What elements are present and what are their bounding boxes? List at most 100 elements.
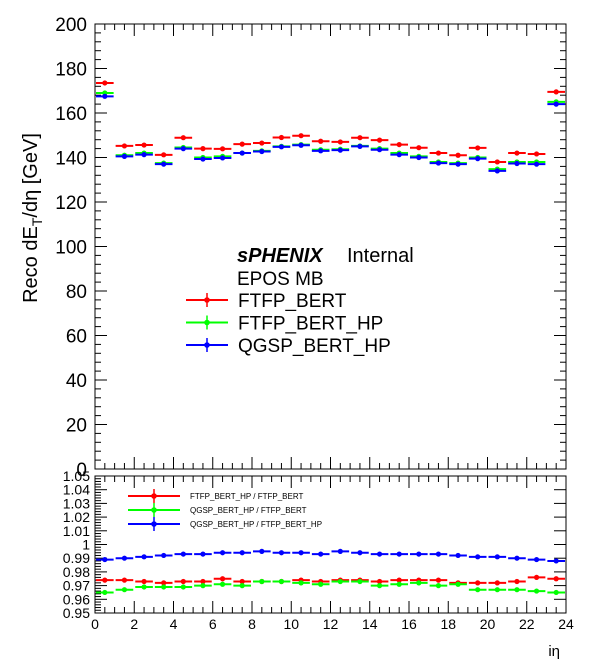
data-point	[298, 580, 304, 586]
data-point	[494, 580, 500, 586]
data-point	[357, 143, 363, 149]
data-point	[161, 152, 167, 158]
data-point	[298, 133, 304, 139]
data-point	[475, 580, 481, 586]
data-point	[337, 139, 343, 145]
y-tick-label: 0.98	[63, 564, 90, 580]
x-tick-label: 14	[362, 616, 378, 632]
data-point	[376, 147, 383, 153]
data-point	[396, 581, 402, 587]
data-point	[494, 168, 500, 174]
y-tick-label: 1.03	[63, 495, 90, 511]
data-point	[357, 578, 363, 585]
data-point	[200, 578, 206, 585]
legend-brand: sPHENIX	[237, 245, 324, 267]
data-point	[180, 146, 186, 152]
ratio-plot-panel: 0.950.960.970.980.9911.011.021.031.041.0…	[63, 468, 574, 660]
x-tick-label: 8	[248, 616, 256, 632]
data-point	[475, 554, 481, 560]
data-point	[455, 152, 461, 158]
main-plot-panel: 0 20 40 60 80 100 120 140 160 180 200 Reco dET/dη …	[20, 15, 567, 481]
data-point	[102, 556, 108, 563]
data-point	[278, 144, 285, 150]
data-point	[318, 581, 324, 587]
series-ftfp-bert	[96, 80, 565, 165]
data-point	[141, 142, 147, 148]
legend-entry: FTFP_BERT_HP	[186, 313, 383, 334]
ratio-legend: FTFP_BERT_HP / FTFP_BERT QGSP_BERT_HP / F…	[128, 489, 322, 531]
data-point	[475, 156, 481, 162]
data-point	[553, 89, 559, 95]
y-tick-label: 40	[66, 371, 87, 392]
legend-label: QGSP_BERT_HP / FTFP_BERT	[190, 506, 307, 515]
legend-marker-dot	[151, 493, 157, 499]
legend-label: QGSP_BERT_HP	[238, 336, 391, 357]
data-point	[376, 583, 383, 589]
data-point	[533, 588, 540, 594]
data-point	[514, 150, 520, 156]
data-point	[102, 577, 108, 583]
data-point	[416, 580, 422, 586]
series-qgsp-bert-hp-ftfp-bert-hp	[96, 548, 565, 564]
data-point	[121, 587, 128, 593]
data-point	[553, 101, 559, 107]
legend-label: FTFP_BERT_HP / FTFP_BERT	[190, 492, 303, 501]
data-point	[180, 584, 186, 590]
data-point	[435, 160, 442, 166]
y-tick-label: 200	[55, 15, 87, 36]
data-point	[200, 156, 206, 162]
data-point	[553, 576, 559, 582]
y-tick-label: 100	[55, 238, 87, 259]
data-point	[318, 148, 324, 154]
data-point	[219, 146, 226, 152]
data-point	[180, 578, 186, 585]
data-point	[435, 577, 442, 583]
data-point	[514, 160, 520, 167]
data-point	[376, 551, 383, 557]
data-point	[219, 550, 226, 556]
data-point	[416, 551, 422, 557]
legend-entry: FTFP_BERT_HP / FTFP_BERT	[128, 489, 303, 503]
series-qgsp-bert-hp-ftfp-bert	[96, 578, 565, 596]
data-point	[259, 148, 265, 155]
legend-entry: FTFP_BERT	[186, 291, 347, 312]
data-point	[161, 161, 167, 167]
data-point	[416, 154, 422, 161]
data-point	[278, 134, 285, 141]
data-point	[239, 578, 245, 585]
y-tick-label: 60	[66, 327, 87, 348]
data-point	[337, 548, 343, 554]
data-point	[435, 551, 442, 557]
main-data-series	[96, 80, 565, 174]
y-tick-label: 0.96	[63, 591, 90, 607]
data-point	[533, 556, 540, 563]
y-tick-label: 1.02	[63, 509, 90, 525]
data-point	[416, 145, 422, 151]
data-point	[219, 155, 226, 161]
y-tick-label: 1	[82, 537, 90, 553]
data-point	[298, 550, 304, 556]
data-point	[514, 578, 520, 585]
x-tick-label: 20	[480, 616, 496, 632]
data-point	[200, 551, 206, 557]
data-point	[533, 161, 540, 167]
series-qgsp-bert-hp	[96, 93, 565, 174]
data-point	[376, 578, 383, 585]
main-legend: sPHENIX Internal EPOS MB FTFP_BERTFTFP_B…	[186, 245, 414, 357]
data-point	[121, 577, 128, 583]
data-point	[239, 550, 245, 556]
y-tick-label: 1.04	[63, 482, 90, 498]
x-tick-label: 10	[283, 616, 299, 632]
data-point	[553, 558, 559, 564]
data-point	[239, 141, 245, 147]
y-tick-label: 0	[76, 460, 87, 481]
legend-marker-dot	[151, 521, 157, 527]
y-tick-label: 1.01	[63, 523, 90, 539]
data-point	[141, 578, 147, 585]
x-tick-label: 24	[558, 616, 574, 632]
x-tick-label: 12	[323, 616, 339, 632]
data-point	[219, 576, 226, 582]
data-point	[396, 141, 402, 148]
data-point	[455, 161, 461, 167]
